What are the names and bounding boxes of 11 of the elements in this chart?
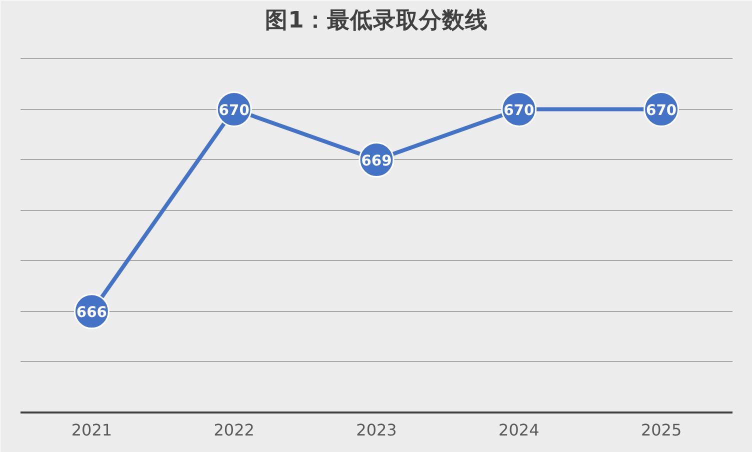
data-label: 670: [646, 102, 677, 119]
data-label: 666: [76, 304, 107, 321]
x-tick-label: 2024: [498, 420, 540, 440]
chart-title: 图1：最低录取分数线: [265, 8, 488, 34]
data-label: 669: [361, 152, 392, 170]
x-tick-label: 2021: [71, 420, 112, 440]
x-tick-label: 2023: [356, 420, 397, 440]
x-tick-label: 2022: [214, 420, 254, 440]
x-tick-label: 2025: [640, 420, 682, 440]
data-label: 670: [218, 102, 250, 119]
data-label: 670: [504, 102, 534, 119]
